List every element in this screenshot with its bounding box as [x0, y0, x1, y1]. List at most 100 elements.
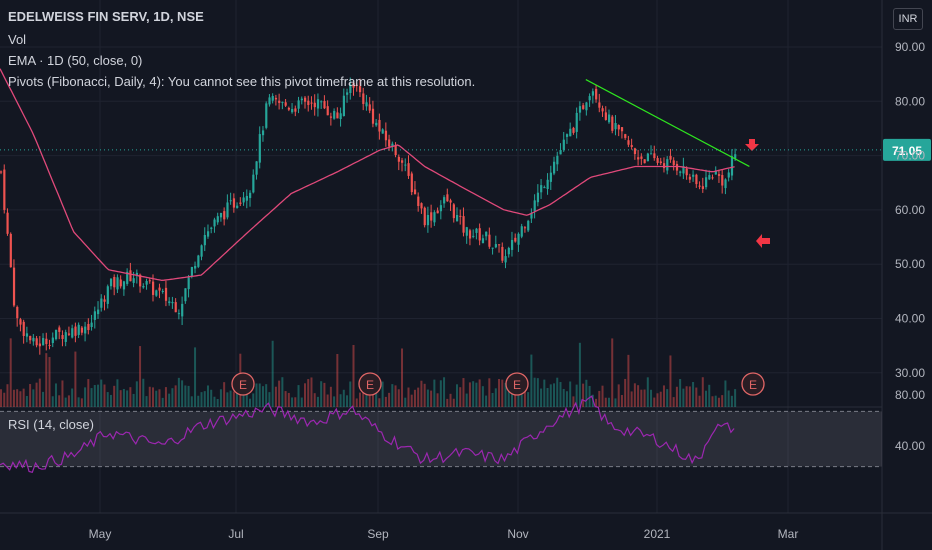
candle-body [498, 244, 501, 246]
candle-body [730, 156, 734, 176]
volume-bar [481, 386, 484, 407]
volume-bar [142, 378, 145, 407]
symbol-title[interactable]: EDELWEISS FIN SERV, 1D, NSE [8, 9, 204, 24]
volume-bar [391, 384, 394, 407]
earnings-marker-label[interactable]: E [239, 378, 247, 392]
candle-body [164, 287, 168, 301]
candle-body [507, 247, 510, 255]
volume-bar [58, 395, 61, 407]
volume-bar [449, 393, 452, 407]
candle-body [329, 116, 333, 118]
volume-bar [565, 391, 568, 407]
earnings-marker[interactable] [741, 372, 765, 396]
rsi-line [0, 395, 735, 474]
candle-body [239, 202, 242, 204]
earnings-marker[interactable] [358, 372, 382, 396]
earnings-marker-label[interactable]: E [513, 378, 521, 392]
volume-bar [32, 389, 35, 407]
volume-bar [74, 351, 77, 407]
candle-body [604, 112, 607, 120]
volume-bar [397, 389, 400, 407]
rsi-legend[interactable]: RSI (14, close) [8, 417, 94, 432]
candle-body [540, 185, 543, 193]
volume-bar [378, 398, 381, 407]
candle-body [19, 319, 22, 325]
candle-body [242, 197, 245, 203]
candle-body [368, 104, 371, 111]
volume-bar [617, 384, 620, 407]
candle-body [436, 210, 439, 214]
volume-bar [423, 383, 426, 407]
candle-body [620, 127, 624, 132]
volume-bar [582, 383, 585, 407]
price-tick-label: 50.00 [895, 257, 925, 271]
candle-body [122, 281, 126, 290]
earnings-marker-label[interactable]: E [366, 378, 374, 392]
candle-body [549, 172, 552, 182]
candle-body [355, 84, 358, 86]
candle-body [708, 175, 711, 180]
volume-bar [714, 395, 717, 407]
time-tick-label: 2021 [644, 527, 671, 541]
volume-bar [294, 397, 297, 407]
ema-legend[interactable]: EMA · 1D (50, close, 0) [8, 53, 143, 68]
volume-bar [291, 397, 294, 407]
trendline[interactable] [585, 79, 750, 167]
candle-body [278, 100, 281, 103]
candle-body [562, 139, 565, 150]
candle-body [249, 192, 252, 199]
volume-bar [87, 379, 90, 407]
candle-body [187, 277, 190, 290]
volume-bar [705, 390, 708, 407]
volume-bar [446, 398, 449, 407]
time-tick-label: Nov [507, 527, 528, 541]
volume-bar [692, 382, 695, 407]
volume-bar [701, 377, 704, 407]
candle-body [381, 129, 384, 134]
candle-body [326, 106, 329, 116]
volume-bar [271, 340, 274, 407]
volume-bar [627, 354, 630, 407]
volume-bar [45, 353, 48, 407]
candle-body [6, 212, 9, 234]
volume-bar [135, 381, 138, 407]
candle-body [132, 278, 135, 283]
pivots-legend[interactable]: Pivots (Fibonacci, Daily, 4): You cannot… [8, 74, 476, 89]
earnings-marker-label[interactable]: E [749, 378, 757, 392]
volume-bar [129, 387, 132, 407]
currency-button[interactable]: INR [893, 8, 923, 30]
candle-body [9, 233, 12, 268]
earnings-marker[interactable] [231, 372, 255, 396]
candle-body [721, 175, 724, 186]
volume-bar [184, 385, 187, 407]
price-tick-label: 70.00 [895, 149, 925, 163]
candle-body [67, 333, 71, 335]
price-tick-label: 60.00 [895, 203, 925, 217]
volume-bar [517, 385, 520, 407]
volume-bar [90, 388, 93, 407]
candle-body [161, 290, 164, 292]
volume-bar [258, 383, 261, 407]
candle-body [316, 99, 320, 109]
candle-body [323, 101, 326, 109]
candle-body [685, 168, 688, 176]
candle-body [553, 161, 556, 174]
candle-body [25, 333, 29, 337]
volume-bar [614, 398, 617, 407]
candle-body [614, 122, 617, 130]
descending-trendline[interactable] [585, 79, 750, 167]
candle-body [232, 198, 236, 208]
volume-bar [106, 392, 109, 407]
volume-bar [229, 390, 232, 407]
candle-body [307, 100, 310, 105]
volume-bar [210, 389, 213, 407]
volume-bar [472, 381, 475, 407]
volume-bar [459, 387, 462, 407]
volume-bar [232, 391, 235, 407]
candle-body [339, 113, 342, 120]
vol-legend[interactable]: Vol [8, 32, 27, 47]
candle-body [407, 163, 410, 176]
earnings-marker[interactable] [505, 372, 529, 396]
